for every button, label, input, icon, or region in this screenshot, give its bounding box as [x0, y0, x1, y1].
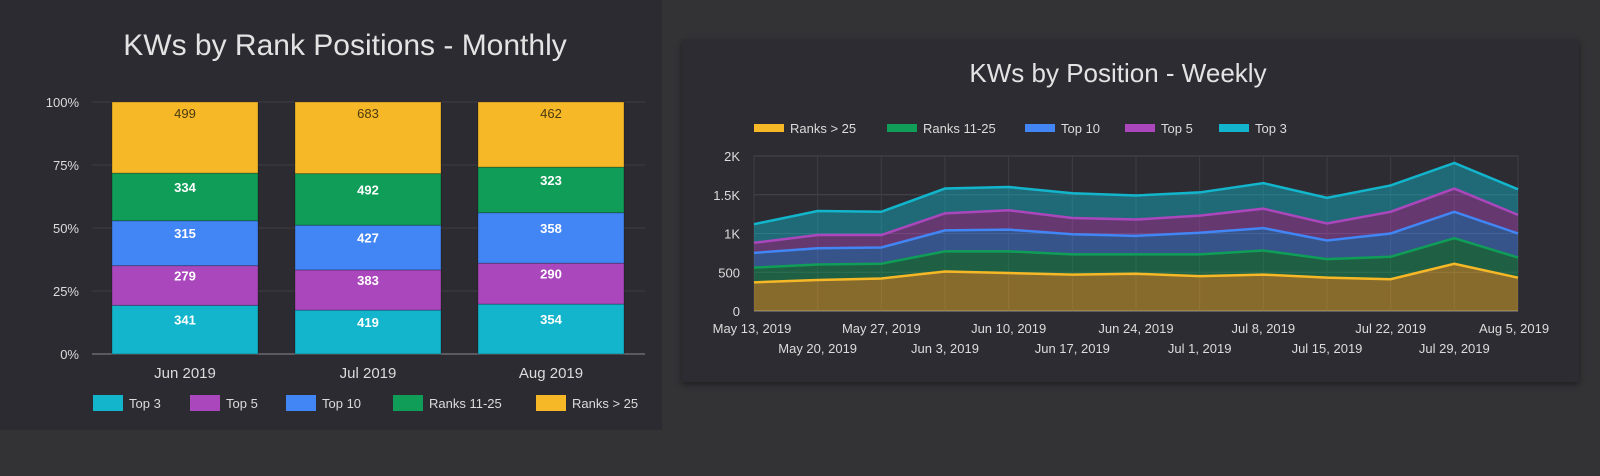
weekly-x-tick-label: Jul 29, 2019	[1419, 341, 1490, 356]
data-label-top-5-jun-2019: 279	[174, 269, 196, 284]
weekly-x-tick-label: Jul 1, 2019	[1168, 341, 1232, 356]
weekly-x-tick-label: Jun 10, 2019	[971, 321, 1046, 336]
data-label-top-10-jul-2019: 427	[357, 231, 379, 246]
weekly-legend-swatch-ranks-25[interactable]	[754, 124, 784, 132]
weekly-legend-label-top-10[interactable]: Top 10	[1061, 121, 1100, 136]
data-label-ranks-25-jun-2019: 499	[174, 106, 196, 121]
data-label-top-10-jun-2019: 315	[174, 226, 196, 241]
weekly-x-tick-label: May 20, 2019	[778, 341, 857, 356]
monthly-legend-label-top-3[interactable]: Top 3	[129, 396, 161, 411]
bar-segment-top-10-aug-2019[interactable]	[477, 212, 625, 264]
weekly-x-tick-label: May 13, 2019	[713, 321, 792, 336]
bar-segment-top-3-jun-2019[interactable]	[111, 304, 259, 355]
monthly-legend-swatch-top-10[interactable]	[286, 395, 316, 411]
weekly-y-tick-label: 1K	[724, 227, 740, 242]
monthly-legend-label-top-10[interactable]: Top 10	[322, 396, 361, 411]
data-label-ranks-25-aug-2019: 462	[540, 106, 562, 121]
line-top-3[interactable]	[753, 161, 1519, 226]
data-label-top-5-aug-2019: 290	[540, 267, 562, 282]
data-label-ranks-11-25-aug-2019: 323	[540, 173, 562, 188]
bar-segment-ranks-11-25-aug-2019[interactable]	[477, 166, 625, 214]
bar-segment-top-5-jun-2019[interactable]	[111, 265, 259, 306]
data-label-ranks-25-jul-2019: 683	[357, 106, 379, 121]
data-label-ranks-11-25-jul-2019: 492	[357, 182, 379, 197]
weekly-x-tick-label: Jul 22, 2019	[1355, 321, 1426, 336]
bar-segment-ranks-11-25-jul-2019[interactable]	[294, 173, 442, 226]
monthly-legend-swatch-top-3[interactable]	[93, 395, 123, 411]
weekly-chart: KWs by Position - Weekly Ranks > 25 Ranks…	[713, 58, 1549, 356]
bar-segment-ranks-25-aug-2019[interactable]	[477, 101, 625, 168]
line-ranks-25[interactable]	[753, 262, 1519, 284]
weekly-y-tick-label: 1.5K	[713, 188, 740, 203]
data-label-top-3-jun-2019: 341	[174, 313, 196, 328]
weekly-x-tick-label: Aug 5, 2019	[1479, 321, 1549, 336]
monthly-legend-swatch-top-5[interactable]	[190, 395, 220, 411]
monthly-legend-swatch-ranks-11-25[interactable]	[393, 395, 423, 411]
monthly-y-tick-label: 100%	[46, 95, 80, 110]
weekly-x-tick-label: Jul 15, 2019	[1292, 341, 1363, 356]
weekly-x-tick-label: Jun 24, 2019	[1098, 321, 1173, 336]
monthly-chart-title: KWs by Rank Positions - Monthly	[123, 29, 566, 62]
monthly-legend-label-top-5[interactable]: Top 5	[226, 396, 258, 411]
data-label-ranks-11-25-jun-2019: 334	[174, 180, 196, 195]
monthly-y-tick-label: 75%	[53, 158, 79, 173]
monthly-legend-label-ranks-11-25[interactable]: Ranks 11-25	[429, 396, 502, 411]
weekly-legend-label-top-5[interactable]: Top 5	[1161, 121, 1193, 136]
data-label-top-3-jul-2019: 419	[357, 315, 379, 330]
weekly-chart-title: KWs by Position - Weekly	[969, 58, 1266, 88]
monthly-y-tick-label: 50%	[53, 221, 79, 236]
weekly-y-tick-label: 500	[718, 265, 740, 280]
monthly-x-tick-label: Aug 2019	[519, 365, 583, 382]
area-ranks-25[interactable]	[754, 263, 1518, 311]
monthly-chart-panel: KWs by Rank Positions - Monthly 0% 25% 50%…	[0, 0, 662, 430]
bar-segment-top-3-jul-2019[interactable]	[294, 309, 442, 355]
bar-segment-top-10-jul-2019[interactable]	[294, 224, 442, 271]
bar-segment-top-5-jul-2019[interactable]	[294, 269, 442, 311]
monthly-x-tick-label: Jun 2019	[154, 365, 216, 382]
bar-segment-top-3-aug-2019[interactable]	[477, 303, 625, 355]
weekly-x-tick-label: Jul 8, 2019	[1232, 321, 1296, 336]
data-label-top-10-aug-2019: 358	[540, 221, 562, 236]
line-top-10[interactable]	[753, 210, 1519, 255]
weekly-y-tick-label: 2K	[724, 149, 740, 164]
monthly-legend-label-ranks-25[interactable]: Ranks > 25	[572, 396, 638, 411]
line-ranks-11-25[interactable]	[753, 236, 1519, 269]
monthly-legend-swatch-ranks-25[interactable]	[536, 395, 566, 411]
weekly-legend-swatch-top-5[interactable]	[1125, 124, 1155, 132]
weekly-legend-swatch-ranks-11-25[interactable]	[887, 124, 917, 132]
weekly-legend-label-top-3[interactable]: Top 3	[1255, 121, 1287, 136]
weekly-y-tick-label: 0	[733, 304, 740, 319]
bar-segment-ranks-25-jul-2019[interactable]	[294, 101, 442, 175]
line-top-5[interactable]	[753, 187, 1519, 245]
weekly-legend-swatch-top-10[interactable]	[1025, 124, 1055, 132]
monthly-y-tick-label: 0%	[60, 347, 79, 362]
weekly-legend-label-ranks-25[interactable]: Ranks > 25	[790, 121, 856, 136]
bar-segment-top-5-aug-2019[interactable]	[477, 262, 625, 305]
weekly-x-tick-label: Jun 3, 2019	[911, 341, 979, 356]
weekly-x-tick-label: Jun 17, 2019	[1035, 341, 1110, 356]
monthly-chart: KWs by Rank Positions - Monthly 0% 25% 50%…	[46, 29, 645, 411]
monthly-x-tick-label: Jul 2019	[340, 365, 397, 382]
bar-segment-ranks-25-jun-2019[interactable]	[111, 101, 259, 174]
monthly-y-tick-label: 25%	[53, 284, 79, 299]
weekly-chart-panel: KWs by Position - Weekly Ranks > 25 Ranks…	[682, 40, 1579, 382]
data-label-top-3-aug-2019: 354	[540, 312, 562, 327]
weekly-legend-label-ranks-11-25[interactable]: Ranks 11-25	[923, 121, 996, 136]
weekly-x-tick-label: May 27, 2019	[842, 321, 921, 336]
weekly-legend-swatch-top-3[interactable]	[1219, 124, 1249, 132]
area-top-10[interactable]	[754, 211, 1518, 268]
data-label-top-5-jul-2019: 383	[357, 273, 379, 288]
